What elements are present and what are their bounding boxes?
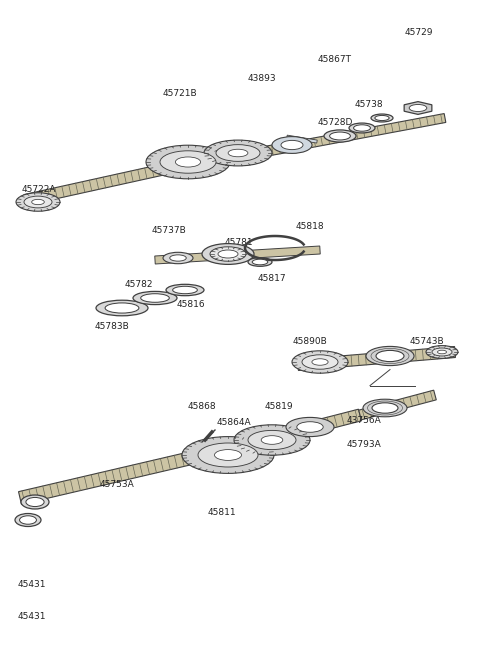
Ellipse shape — [210, 247, 246, 261]
Ellipse shape — [372, 403, 398, 413]
Text: 45890B: 45890B — [293, 337, 328, 346]
Ellipse shape — [141, 293, 169, 303]
Ellipse shape — [286, 417, 334, 437]
Polygon shape — [359, 390, 436, 420]
Ellipse shape — [170, 255, 186, 261]
Ellipse shape — [272, 137, 312, 153]
Ellipse shape — [302, 355, 338, 369]
Text: 45722A: 45722A — [22, 185, 57, 194]
Ellipse shape — [173, 286, 197, 293]
Text: 45783B: 45783B — [95, 322, 130, 331]
Polygon shape — [289, 113, 446, 151]
Polygon shape — [155, 246, 320, 264]
Ellipse shape — [26, 497, 44, 506]
Text: 45737B: 45737B — [152, 226, 187, 235]
Polygon shape — [298, 346, 456, 371]
Text: 45819: 45819 — [265, 402, 294, 411]
Ellipse shape — [133, 291, 177, 305]
Text: 45753A: 45753A — [100, 480, 135, 489]
Ellipse shape — [24, 196, 52, 208]
Ellipse shape — [202, 244, 254, 265]
Ellipse shape — [349, 123, 375, 133]
Polygon shape — [287, 135, 317, 143]
Ellipse shape — [182, 437, 274, 474]
Ellipse shape — [218, 250, 238, 258]
Ellipse shape — [248, 430, 296, 449]
Ellipse shape — [376, 350, 404, 362]
Ellipse shape — [324, 130, 356, 142]
Ellipse shape — [146, 145, 230, 179]
Ellipse shape — [16, 193, 60, 212]
Ellipse shape — [21, 495, 49, 509]
Ellipse shape — [432, 348, 452, 356]
Text: 45743B: 45743B — [410, 337, 444, 346]
Ellipse shape — [409, 105, 427, 111]
Ellipse shape — [105, 303, 139, 313]
Text: 45721B: 45721B — [163, 89, 198, 98]
Ellipse shape — [215, 449, 241, 460]
Text: 45431: 45431 — [18, 580, 47, 589]
Text: 43756A: 43756A — [347, 416, 382, 425]
Polygon shape — [24, 162, 171, 206]
Ellipse shape — [216, 145, 260, 161]
Ellipse shape — [252, 259, 268, 265]
Ellipse shape — [363, 399, 407, 417]
Text: 45793A: 45793A — [347, 440, 382, 449]
Text: 45864A: 45864A — [217, 418, 252, 427]
Text: 45818: 45818 — [296, 222, 324, 231]
Ellipse shape — [312, 359, 328, 365]
Ellipse shape — [15, 514, 41, 527]
Ellipse shape — [198, 443, 258, 467]
Ellipse shape — [166, 284, 204, 295]
Text: 45738: 45738 — [355, 100, 384, 109]
Ellipse shape — [20, 515, 36, 524]
Text: 45781: 45781 — [225, 238, 253, 247]
Text: 45782: 45782 — [125, 280, 154, 289]
Ellipse shape — [330, 132, 350, 140]
Text: 45817: 45817 — [258, 274, 287, 283]
Ellipse shape — [426, 346, 458, 358]
Ellipse shape — [175, 157, 201, 167]
Ellipse shape — [96, 300, 148, 316]
Text: 45729: 45729 — [405, 28, 433, 37]
Ellipse shape — [375, 115, 389, 121]
Polygon shape — [199, 409, 361, 462]
Polygon shape — [169, 142, 291, 173]
Ellipse shape — [160, 151, 216, 173]
Ellipse shape — [366, 346, 414, 365]
Polygon shape — [404, 102, 432, 115]
Ellipse shape — [228, 149, 248, 157]
Polygon shape — [19, 450, 202, 504]
Ellipse shape — [437, 350, 446, 354]
Text: 45868: 45868 — [188, 402, 216, 411]
Ellipse shape — [281, 140, 303, 149]
Ellipse shape — [248, 257, 272, 267]
Ellipse shape — [32, 199, 44, 204]
Ellipse shape — [292, 351, 348, 373]
Ellipse shape — [204, 140, 272, 166]
Ellipse shape — [354, 125, 371, 131]
Ellipse shape — [371, 114, 393, 122]
Text: 45867T: 45867T — [318, 55, 352, 64]
Ellipse shape — [261, 436, 283, 444]
Ellipse shape — [234, 425, 310, 455]
Text: 45431: 45431 — [18, 612, 47, 621]
Text: 45811: 45811 — [208, 508, 237, 517]
Text: 45816: 45816 — [177, 300, 205, 309]
Ellipse shape — [297, 422, 323, 432]
Ellipse shape — [163, 252, 193, 264]
Text: 45728D: 45728D — [318, 118, 353, 127]
Text: 43893: 43893 — [248, 74, 276, 83]
